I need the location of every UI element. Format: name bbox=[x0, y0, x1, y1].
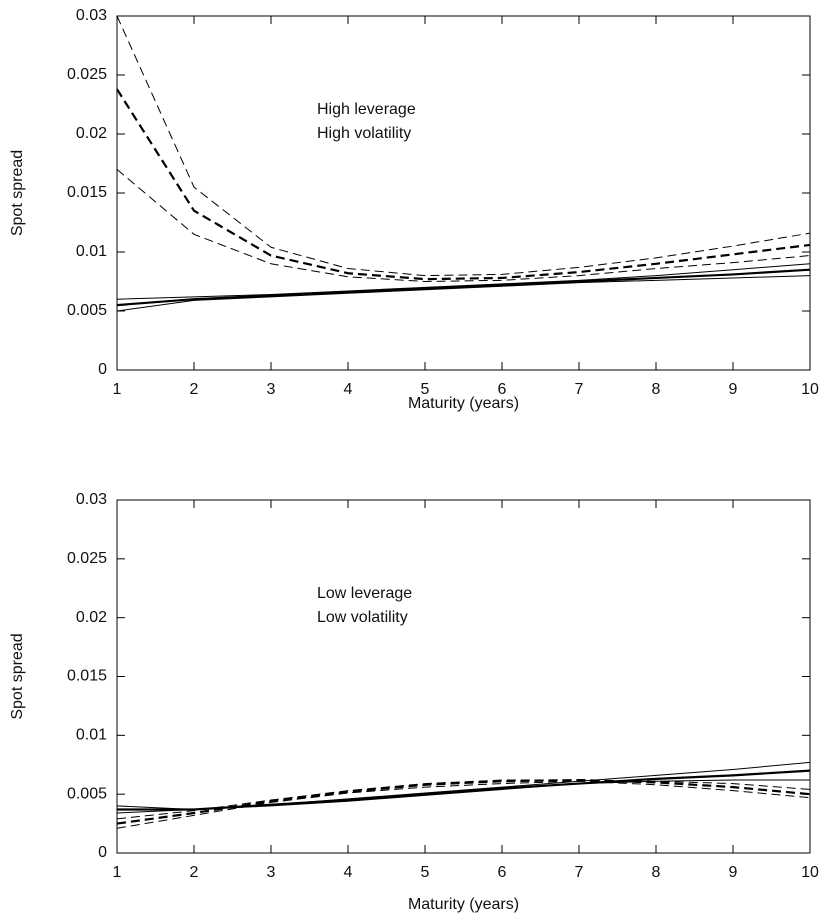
x-tick-label: 6 bbox=[498, 381, 507, 398]
plot-frame bbox=[116, 499, 811, 854]
annotation: Low leverage bbox=[317, 585, 412, 602]
x-tick-label: 4 bbox=[344, 864, 353, 881]
series-line bbox=[116, 88, 811, 281]
x-tick-label: 10 bbox=[801, 381, 819, 398]
y-tick-label: 0.02 bbox=[76, 609, 107, 626]
annotation: High volatility bbox=[317, 125, 411, 142]
x-tick-label: 5 bbox=[421, 381, 430, 398]
series-line bbox=[116, 779, 811, 820]
series-line bbox=[116, 275, 811, 312]
x-tick-label: 4 bbox=[344, 381, 353, 398]
x-tick-label: 5 bbox=[421, 864, 430, 881]
y-tick-label: 0.025 bbox=[67, 550, 107, 567]
x-tick-label: 8 bbox=[652, 381, 661, 398]
y-axis-label: Spot spread bbox=[9, 150, 26, 236]
x-tick-label: 8 bbox=[652, 864, 661, 881]
series-line bbox=[116, 268, 811, 307]
x-axis-label: Maturity (years) bbox=[408, 395, 519, 412]
y-axis-label: Spot spread bbox=[9, 633, 26, 719]
series-line bbox=[116, 15, 811, 277]
plot-frame bbox=[116, 15, 811, 371]
y-tick-label: 0.005 bbox=[67, 785, 107, 802]
y-tick-label: 0 bbox=[98, 844, 107, 861]
series-line bbox=[116, 263, 811, 300]
x-tick-label: 2 bbox=[190, 381, 199, 398]
series-line bbox=[116, 169, 811, 283]
x-axis-label: Maturity (years) bbox=[408, 896, 519, 913]
x-tick-label: 9 bbox=[729, 864, 738, 881]
x-tick-label: 7 bbox=[575, 381, 584, 398]
x-tick-label: 3 bbox=[267, 864, 276, 881]
y-tick-label: 0.01 bbox=[76, 727, 107, 744]
y-tick-label: 0.01 bbox=[76, 243, 107, 260]
x-tick-label: 3 bbox=[267, 381, 276, 398]
y-tick-label: 0.025 bbox=[67, 66, 107, 83]
annotation: Low volatility bbox=[317, 609, 408, 626]
y-tick-label: 0.015 bbox=[67, 668, 107, 685]
x-tick-label: 7 bbox=[575, 864, 584, 881]
y-tick-label: 0.015 bbox=[67, 184, 107, 201]
x-tick-label: 1 bbox=[113, 864, 122, 881]
y-tick-label: 0.005 bbox=[67, 302, 107, 319]
x-tick-label: 1 bbox=[113, 381, 122, 398]
y-tick-label: 0.02 bbox=[76, 125, 107, 142]
x-tick-label: 2 bbox=[190, 864, 199, 881]
y-tick-label: 0.03 bbox=[76, 491, 107, 508]
y-tick-label: 0 bbox=[98, 361, 107, 378]
x-tick-label: 6 bbox=[498, 864, 507, 881]
x-tick-label: 10 bbox=[801, 864, 819, 881]
series-line bbox=[116, 778, 811, 825]
y-tick-label: 0.03 bbox=[76, 7, 107, 24]
series-line bbox=[116, 780, 811, 829]
x-tick-label: 9 bbox=[729, 381, 738, 398]
annotation: High leverage bbox=[317, 101, 416, 118]
